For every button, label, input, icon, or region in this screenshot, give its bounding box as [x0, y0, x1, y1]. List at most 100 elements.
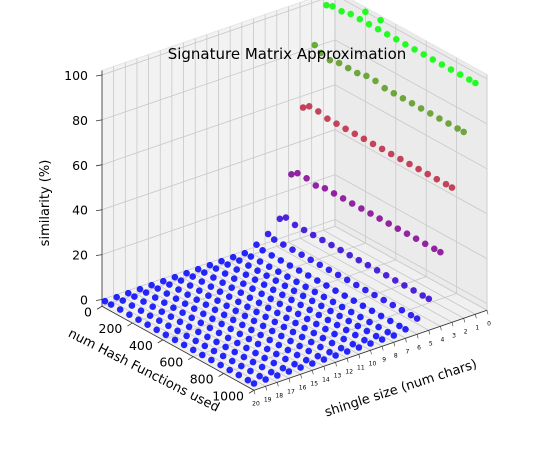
z-tick-mark — [95, 254, 103, 257]
x-tick-label: 19 — [264, 396, 272, 403]
data-point — [308, 297, 316, 305]
data-point — [312, 182, 320, 189]
data-point — [243, 344, 250, 352]
x-tick-label: 6 — [417, 344, 421, 351]
data-point — [313, 320, 320, 328]
data-point — [333, 120, 340, 127]
data-point — [338, 303, 346, 311]
y-tick-label: 1000 — [212, 388, 244, 403]
data-point — [216, 288, 224, 296]
data-point — [424, 170, 432, 178]
data-point — [289, 328, 297, 336]
data-point — [228, 284, 235, 292]
data-point — [309, 360, 316, 367]
data-point — [228, 357, 236, 365]
x-tick-label: 9 — [382, 356, 386, 363]
data-point — [229, 316, 237, 324]
data-point — [410, 287, 417, 294]
data-point — [346, 251, 354, 259]
data-point — [240, 353, 248, 361]
y-gridline — [162, 24, 397, 341]
data-point — [415, 165, 422, 173]
data-point — [210, 274, 217, 281]
data-point — [229, 253, 237, 261]
data-point — [412, 235, 420, 242]
data-point — [205, 292, 212, 300]
data-point — [382, 272, 390, 279]
data-point — [390, 90, 398, 97]
data-point — [212, 265, 220, 272]
data-point — [421, 240, 429, 248]
x-tick-mark — [381, 346, 384, 351]
data-point — [290, 287, 298, 295]
data-point — [208, 356, 215, 364]
y-tick-label: 200 — [99, 321, 123, 336]
x-tick-label: 2 — [464, 328, 468, 335]
data-point — [390, 332, 398, 339]
data-point — [261, 354, 268, 362]
data-point — [244, 376, 252, 384]
data-point — [202, 301, 210, 309]
data-point — [213, 338, 220, 346]
y-tick-mark — [248, 389, 255, 394]
data-point — [276, 215, 284, 223]
z-axis-label: similarity (%) — [38, 160, 53, 247]
data-point — [305, 103, 313, 110]
z-tick-label: 60 — [72, 158, 88, 173]
data-point — [266, 336, 274, 344]
data-point — [220, 311, 228, 319]
data-point — [274, 309, 281, 317]
data-point — [230, 275, 238, 283]
data-point — [372, 77, 379, 85]
data-point — [354, 69, 361, 77]
z-tick-label: 0 — [80, 293, 88, 308]
data-point — [297, 301, 304, 309]
data-point — [354, 322, 362, 330]
data-point — [177, 277, 185, 284]
data-point — [280, 323, 288, 331]
data-point — [393, 36, 400, 43]
data-point — [314, 352, 322, 360]
data-point — [472, 79, 479, 87]
data-point — [392, 277, 399, 284]
x-tick-label: 10 — [369, 360, 377, 367]
data-point — [183, 269, 190, 277]
data-point — [260, 281, 268, 289]
data-point — [200, 310, 207, 318]
data-point — [411, 46, 418, 53]
data-point — [241, 312, 249, 320]
data-point — [360, 135, 368, 143]
data-point — [322, 325, 329, 333]
data-point — [448, 184, 456, 191]
data-point — [263, 272, 270, 280]
data-point — [402, 326, 409, 333]
data-point — [363, 327, 371, 335]
data-point — [447, 66, 455, 73]
data-point — [297, 364, 304, 371]
data-point — [253, 241, 260, 248]
data-point — [238, 362, 245, 370]
data-point — [305, 347, 313, 355]
chart-title: Signature Matrix Approximation — [168, 45, 407, 63]
x-tick-mark — [300, 374, 302, 379]
data-point — [319, 236, 326, 244]
data-point — [345, 317, 353, 325]
data-point — [185, 323, 193, 331]
data-point — [256, 258, 264, 265]
data-point — [250, 380, 258, 387]
data-point — [231, 348, 238, 356]
data-point — [299, 292, 307, 300]
data-point — [368, 307, 376, 315]
data-point — [262, 376, 269, 383]
data-point — [315, 311, 323, 319]
data-point — [271, 318, 279, 326]
data-point — [219, 279, 226, 287]
data-point — [128, 302, 136, 309]
tick-labels: 0204060801000200400600800100001234567891… — [64, 68, 491, 407]
x-tick-label: 12 — [345, 368, 353, 375]
x-tick-mark — [370, 350, 372, 355]
x-tick-mark — [288, 378, 291, 383]
data-point — [193, 296, 200, 304]
data-point — [316, 261, 324, 269]
